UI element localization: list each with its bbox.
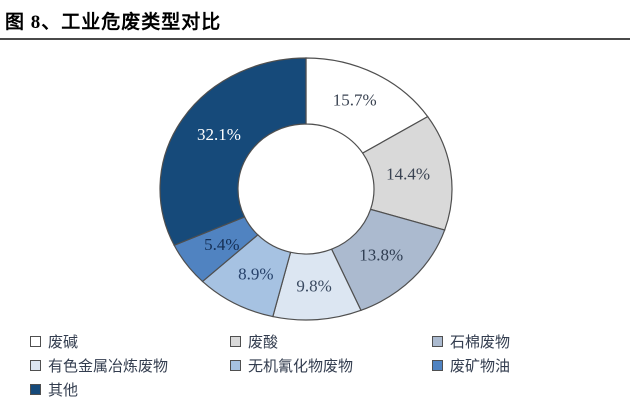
legend-item: 废碱 [30, 331, 230, 352]
legend-item: 废酸 [230, 331, 432, 352]
figure-title: 图 8、工业危废类型对比 [5, 12, 222, 33]
slice-value-label: 9.8% [296, 277, 331, 296]
legend-label: 石棉废物 [450, 334, 511, 351]
legend-label: 其他 [48, 382, 79, 399]
pie-slice-7 [159, 57, 307, 247]
slice-value-label: 8.9% [238, 264, 273, 283]
pie-slice-2 [361, 115, 453, 231]
legend-swatch [432, 359, 443, 371]
legend-swatch [230, 335, 241, 347]
legend-label: 有色金属冶炼废物 [48, 358, 169, 375]
legend-item: 有色金属冶炼废物 [30, 355, 230, 376]
slice-value-label: 15.7% [333, 91, 377, 110]
legend-swatch [30, 383, 41, 395]
legend-item: 石棉废物 [432, 331, 615, 352]
legend-item: 无机氰化物废物 [230, 355, 432, 376]
slice-value-label: 14.4% [386, 165, 430, 184]
pie-slice-1 [305, 57, 429, 154]
legend-item: 其他 [30, 379, 230, 400]
title-rule [0, 38, 630, 40]
legend-swatch [30, 359, 41, 371]
legend-label: 废酸 [248, 334, 279, 351]
slice-value-label: 32.1% [197, 125, 241, 144]
slice-value-label: 13.8% [359, 246, 403, 265]
legend-swatch [432, 335, 443, 347]
legend-swatch [230, 359, 241, 371]
legend-item: 废矿物油 [432, 355, 615, 376]
legend-label: 废矿物油 [450, 358, 511, 375]
slice-value-label: 5.4% [204, 235, 239, 254]
legend-swatch [30, 335, 41, 347]
chart-legend: 废碱 废酸 石棉废物有色金属冶炼废物 无机氰化物废物 废矿物油其他 [30, 329, 615, 401]
legend-label: 无机氰化物废物 [248, 358, 354, 375]
legend-label: 废碱 [48, 334, 79, 351]
